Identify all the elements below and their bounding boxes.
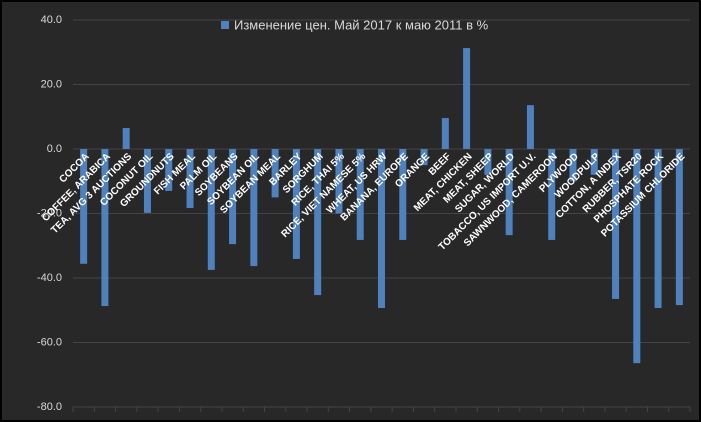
bar bbox=[526, 105, 534, 149]
y-tick-label: 40.0 bbox=[41, 14, 62, 26]
bar bbox=[80, 149, 88, 264]
bar bbox=[143, 149, 151, 213]
bar bbox=[633, 149, 641, 364]
bar bbox=[292, 149, 300, 259]
bar bbox=[463, 48, 471, 150]
bar bbox=[250, 149, 258, 267]
bar bbox=[229, 149, 237, 245]
bar bbox=[420, 149, 428, 166]
bar bbox=[356, 149, 364, 240]
y-tick-label: 0.0 bbox=[47, 143, 62, 155]
y-tick-label: -20.0 bbox=[37, 207, 62, 219]
bar bbox=[548, 149, 556, 240]
y-tick-label: 20.0 bbox=[41, 78, 62, 90]
bar bbox=[122, 128, 130, 149]
bar bbox=[675, 149, 683, 306]
bar bbox=[484, 149, 492, 175]
bar bbox=[505, 149, 513, 236]
bar bbox=[101, 149, 109, 307]
bar bbox=[271, 149, 279, 198]
y-tick-label: -40.0 bbox=[37, 272, 62, 284]
bar bbox=[314, 149, 322, 296]
bar bbox=[569, 149, 577, 182]
bar bbox=[186, 149, 194, 209]
bar bbox=[207, 149, 215, 270]
legend-swatch bbox=[221, 21, 229, 29]
bar bbox=[165, 149, 173, 191]
bar bbox=[654, 149, 662, 308]
legend-label: Изменение цен. Май 2017 к маю 2011 в % bbox=[234, 17, 489, 32]
bar bbox=[441, 118, 449, 149]
bar bbox=[590, 149, 598, 175]
y-tick-label: -60.0 bbox=[37, 336, 62, 348]
y-tick-label: -80.0 bbox=[37, 401, 62, 413]
bar bbox=[378, 149, 385, 308]
bar bbox=[335, 149, 343, 214]
bar bbox=[612, 149, 620, 299]
bar bbox=[399, 149, 407, 240]
